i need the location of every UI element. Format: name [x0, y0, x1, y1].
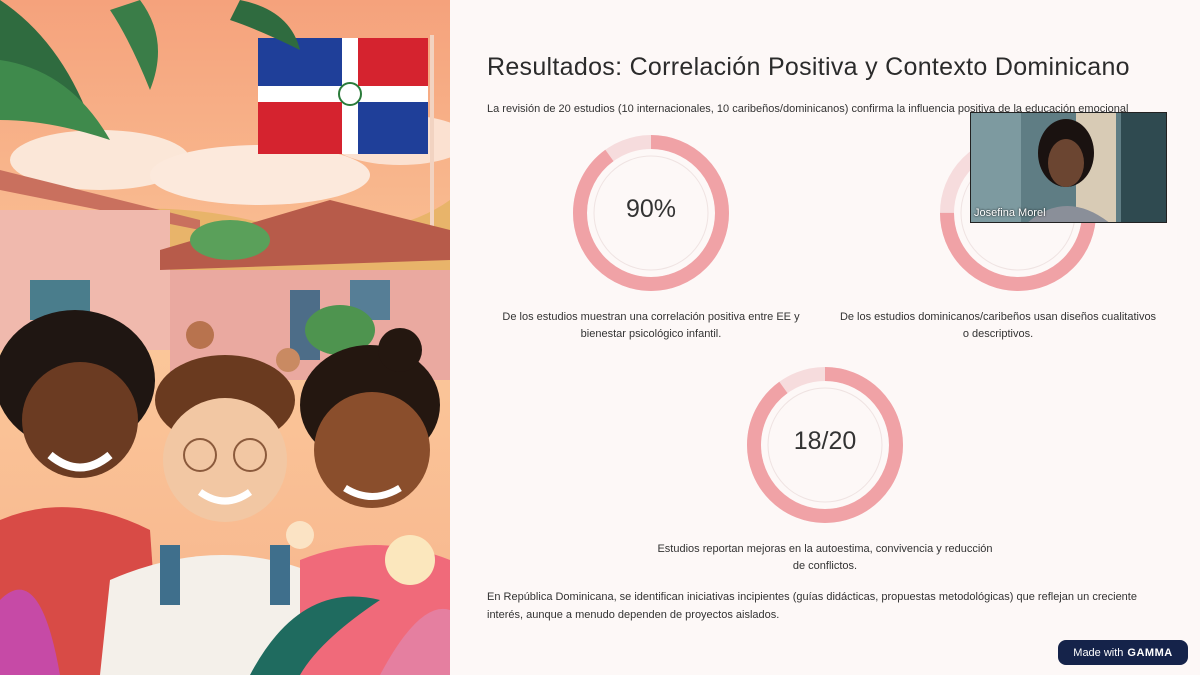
slide-content: Resultados: Correlación Positiva y Conte… [450, 0, 1200, 675]
slide-intro: La revisión de 20 estudios (10 internaci… [487, 103, 1129, 115]
ring-progress [747, 367, 903, 523]
stat-desc-2: De los estudios dominicanos/caribeños us… [839, 311, 1157, 340]
ring-progress [573, 135, 729, 291]
participant-video [971, 113, 1166, 222]
made-with-gamma-badge[interactable]: Made with GAMMA [1058, 640, 1188, 665]
children-flag-illustration [0, 0, 450, 675]
stat-desc-1: De los estudios muestran una correlación… [502, 311, 800, 340]
stat-ring-3: 18/20 [744, 364, 906, 526]
badge-prefix: Made with [1073, 646, 1124, 659]
slide-illustration [0, 0, 450, 675]
stat-ring-1: 90% [570, 132, 732, 294]
stat-desc-3: Estudios reportan mejoras en la autoesti… [657, 543, 993, 572]
stat-value-3: 18/20 [793, 427, 857, 455]
gamma-logo: GAMMA [1127, 646, 1173, 659]
slide-closing-text: En República Dominicana, se identifican … [487, 591, 1137, 621]
stat-value-1: 90% [625, 195, 677, 223]
participant-video-tile[interactable]: Josefina Morel [970, 112, 1167, 223]
participant-name: Josefina Morel [974, 207, 1046, 219]
slide-title: Resultados: Correlación Positiva y Conte… [487, 53, 1130, 81]
